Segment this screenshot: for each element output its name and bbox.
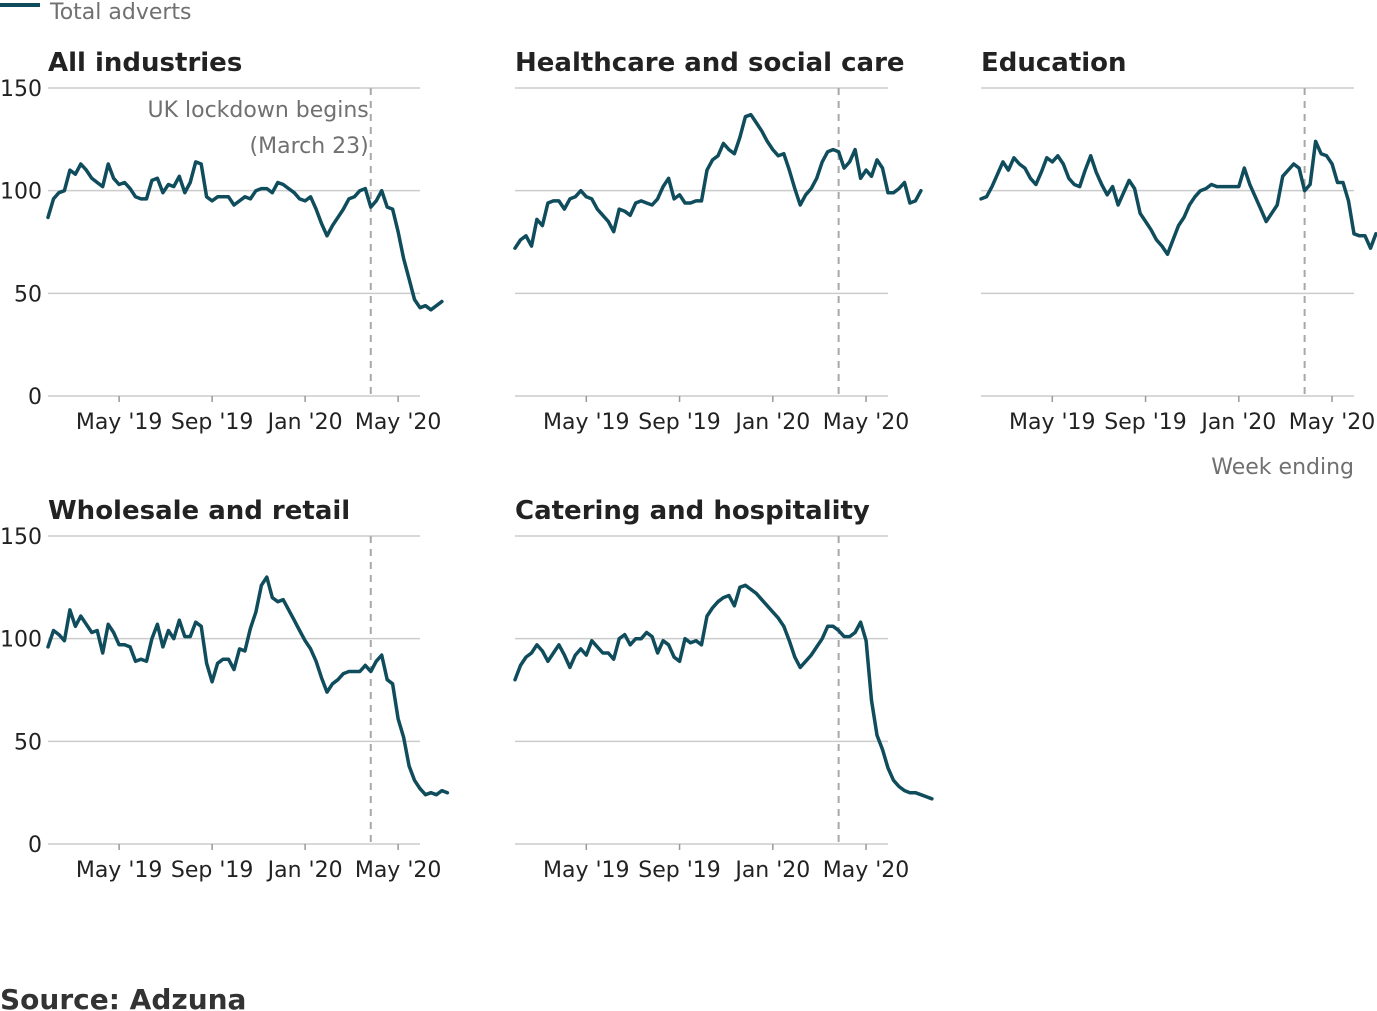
panel-3: Wholesale and retail 0 50 100 150 May '19 Sep … [0, 496, 450, 883]
x-axis-title: Week ending [1211, 455, 1354, 480]
y-tick-label: 150 [0, 77, 42, 102]
y-tick-label: 50 [14, 730, 42, 755]
legend: Total adverts [0, 0, 192, 25]
series-line-total-adverts [979, 139, 1377, 257]
x-tick-label: Jan '20 [1199, 410, 1276, 435]
x-tick-label: Jan '20 [733, 410, 810, 435]
panel-title: Wholesale and retail [48, 496, 350, 526]
x-tick-label: Sep '19 [171, 858, 254, 883]
y-tick-label: 0 [28, 385, 42, 410]
lockdown-annotation-line1: UK lockdown begins [147, 98, 368, 123]
series-line-total-adverts [46, 575, 450, 797]
x-tick-label: May '19 [76, 410, 163, 435]
x-tick-label: Sep '19 [171, 410, 254, 435]
panel-title: Education [981, 48, 1127, 78]
x-tick-label: Sep '19 [638, 410, 721, 435]
y-tick-label: 50 [14, 282, 42, 307]
x-tick-label: May '20 [355, 858, 442, 883]
y-tick-label: 150 [0, 525, 42, 550]
series-line-total-adverts [513, 112, 923, 250]
x-tick-label: May '20 [1289, 410, 1376, 435]
x-tick-label: Jan '20 [266, 410, 343, 435]
x-tick-label: May '19 [1009, 410, 1096, 435]
x-tick-label: May '20 [355, 410, 442, 435]
x-tick-label: May '20 [823, 410, 910, 435]
x-tick-label: May '19 [543, 410, 630, 435]
x-tick-label: Jan '20 [733, 858, 810, 883]
panel-1: Healthcare and social care May '19 Sep '19… [513, 48, 923, 435]
panel-2: Education May '19 Sep '19 Jan '20 May '20 [979, 48, 1377, 435]
y-tick-label: 0 [28, 833, 42, 858]
x-tick-label: May '19 [543, 858, 630, 883]
panel-title: Healthcare and social care [515, 48, 905, 78]
panel-title: Catering and hospitality [515, 496, 870, 526]
small-multiples: All industries 0 50 100 150 May '19 Sep '19 Jan… [0, 48, 1377, 883]
panel-title: All industries [48, 48, 242, 78]
x-tick-label: May '19 [76, 858, 163, 883]
panel-0: All industries 0 50 100 150 May '19 Sep '19 Jan… [0, 48, 444, 435]
x-tick-label: May '20 [823, 858, 910, 883]
x-tick-label: Jan '20 [266, 858, 343, 883]
panel-4: Catering and hospitality May '19 Sep '19 Ja… [513, 496, 934, 883]
y-tick-label: 100 [0, 628, 42, 653]
x-tick-label: Sep '19 [1104, 410, 1187, 435]
source-note: Source: Adzuna [0, 983, 246, 1011]
legend-label: Total adverts [49, 0, 192, 25]
y-tick-label: 100 [0, 180, 42, 205]
series-line-total-adverts [513, 583, 934, 801]
series-line-total-adverts [46, 160, 444, 312]
x-tick-label: Sep '19 [638, 858, 721, 883]
lockdown-annotation-line2: (March 23) [250, 134, 369, 159]
